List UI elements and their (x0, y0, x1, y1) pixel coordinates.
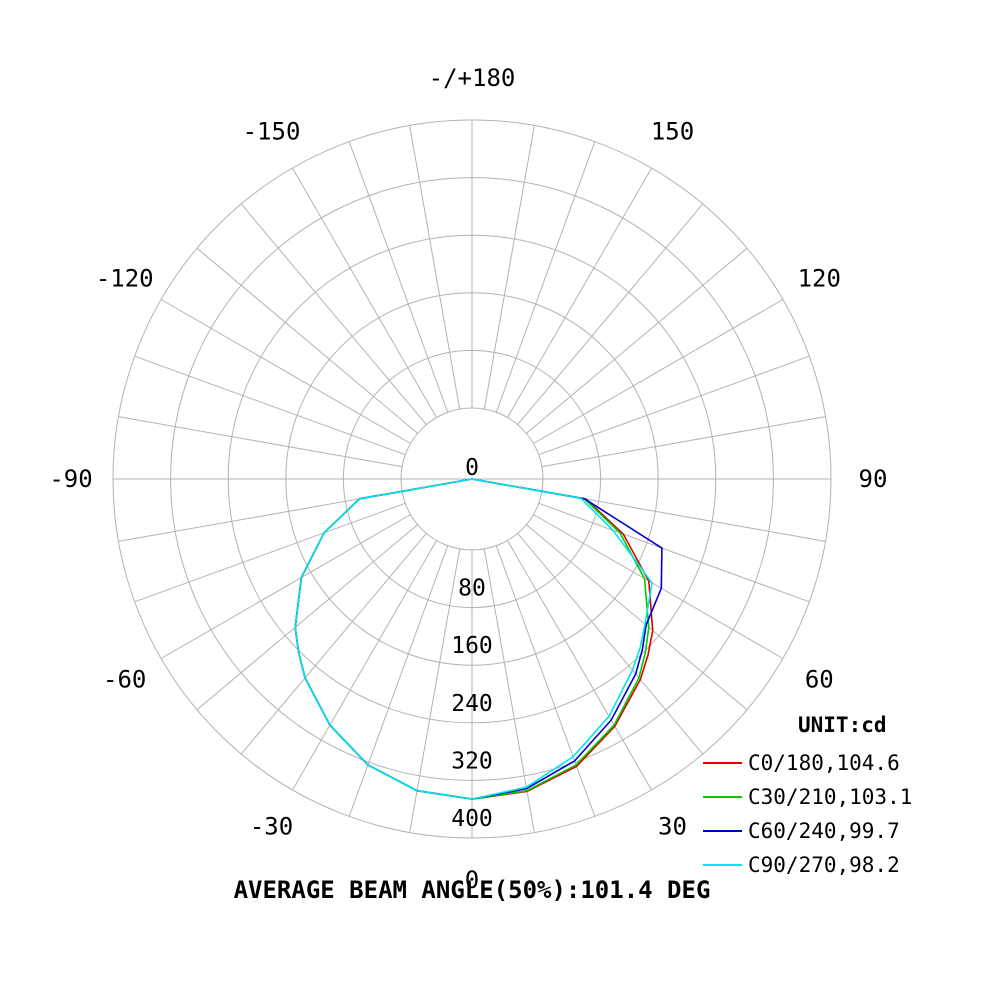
grid-spoke (240, 203, 427, 425)
grid-spoke (483, 548, 535, 833)
grid-spoke (134, 355, 406, 456)
grid-spoke (348, 141, 449, 413)
grid-spoke (118, 416, 403, 468)
series-curve (294, 478, 653, 800)
legend: UNIT:cd C0/180,104.6 C30/210,103.1 C60/240… (703, 713, 912, 877)
radial-tick-label: 240 (451, 691, 493, 717)
radial-tick-label: 160 (451, 633, 493, 659)
grid-spoke (160, 514, 411, 659)
grid-spoke (495, 141, 596, 413)
grid-spoke (541, 490, 826, 542)
grid-spoke (507, 540, 652, 791)
legend-label: C30/210,103.1 (748, 785, 912, 809)
angle-label: 60 (805, 666, 834, 694)
radial-tick-label: 320 (451, 748, 493, 774)
grid-spoke (240, 533, 427, 755)
radial-tick-label: 80 (458, 576, 486, 602)
grid-spoke (533, 299, 784, 444)
angle-tick-labels: -/+180 150 -150 120 -120 90 -90 60 -60 30 -30 0 (49, 64, 887, 894)
radial-tick-labels: 0 80 160 240 320 400 (451, 455, 493, 832)
grid-spoke (196, 247, 418, 434)
angle-label: 90 (859, 465, 888, 493)
angle-label: 0 (465, 866, 479, 894)
grid-spoke (160, 299, 411, 444)
polar-grid (112, 119, 832, 839)
angle-label: 120 (798, 265, 841, 293)
unit-label: UNIT:cd (798, 713, 887, 737)
grid-spoke (526, 524, 748, 711)
grid-spoke (538, 355, 810, 456)
angle-label: -150 (243, 118, 301, 146)
angle-label: -/+180 (429, 64, 516, 92)
radial-tick-label: 0 (465, 455, 479, 481)
grid-spoke (517, 203, 704, 425)
grid-spoke (538, 502, 810, 603)
grid-spoke (541, 416, 826, 468)
grid-spoke (526, 247, 748, 434)
angle-label: -90 (49, 465, 92, 493)
intensity-curves (294, 478, 663, 800)
angle-label: 150 (651, 118, 694, 146)
radial-tick-label: 400 (451, 806, 493, 832)
grid-spoke (495, 545, 596, 817)
grid-spoke (533, 514, 784, 659)
beam-angle-footer: AVERAGE BEAM ANGLE(50%):101.4 DEG (234, 876, 711, 904)
angle-label: -60 (103, 666, 146, 694)
grid-spoke (409, 548, 461, 833)
grid-spoke (348, 545, 449, 817)
grid-spoke (483, 125, 535, 410)
angle-label: -120 (96, 265, 154, 293)
angle-label: 30 (658, 812, 687, 840)
grid-spoke (118, 490, 403, 542)
legend-label: C0/180,104.6 (748, 751, 900, 775)
grid-spoke (292, 167, 437, 418)
angle-label: -30 (250, 812, 293, 840)
grid-spoke (409, 125, 461, 410)
grid-spoke (134, 502, 406, 603)
legend-label: C90/270,98.2 (748, 853, 900, 877)
grid-spoke (517, 533, 704, 755)
legend-label: C60/240,99.7 (748, 819, 900, 843)
grid-spoke (507, 167, 652, 418)
grid-spoke (292, 540, 437, 791)
legend-items: C0/180,104.6 C30/210,103.1 C60/240,99.7 C90… (703, 751, 912, 877)
grid-spoke (196, 524, 418, 711)
